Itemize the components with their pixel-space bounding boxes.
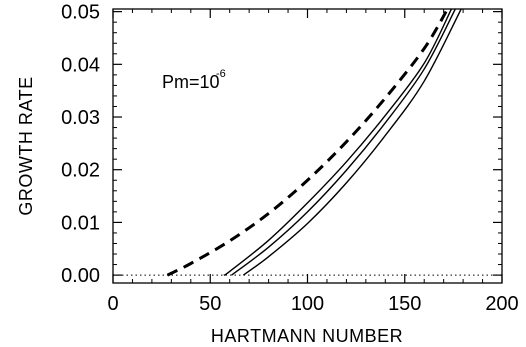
y-tick-label: 0.04 [61, 54, 100, 76]
x-tick-label: 200 [485, 293, 518, 315]
annotation-pm-exponent: -6 [216, 68, 226, 80]
x-tick-label: 0 [107, 293, 118, 315]
y-tick-label: 0.05 [61, 2, 100, 24]
series-line-2 [223, 9, 453, 276]
axis-ticks [112, 9, 503, 283]
series-line-1 [166, 9, 449, 277]
series-line-3 [231, 9, 456, 276]
tick-labels: 0 50 100 150 200 0.00 0.01 0.02 0.03 0.04 0.05 [61, 2, 519, 315]
y-tick-label: 0.00 [61, 265, 100, 287]
annotation-pm: Pm=10 [162, 72, 220, 92]
plot-frame [112, 8, 503, 284]
x-axis-label: HARTMANN NUMBER [211, 326, 403, 346]
y-tick-label: 0.01 [61, 212, 100, 234]
y-tick-label: 0.03 [61, 107, 100, 129]
x-tick-label: 150 [388, 293, 421, 315]
series-layer [113, 9, 502, 277]
x-tick-label: 50 [199, 293, 221, 315]
y-tick-label: 0.02 [61, 160, 100, 182]
series-line-4 [242, 9, 462, 276]
y-axis-label: GROWTH RATE [16, 76, 36, 215]
x-tick-label: 100 [291, 293, 324, 315]
